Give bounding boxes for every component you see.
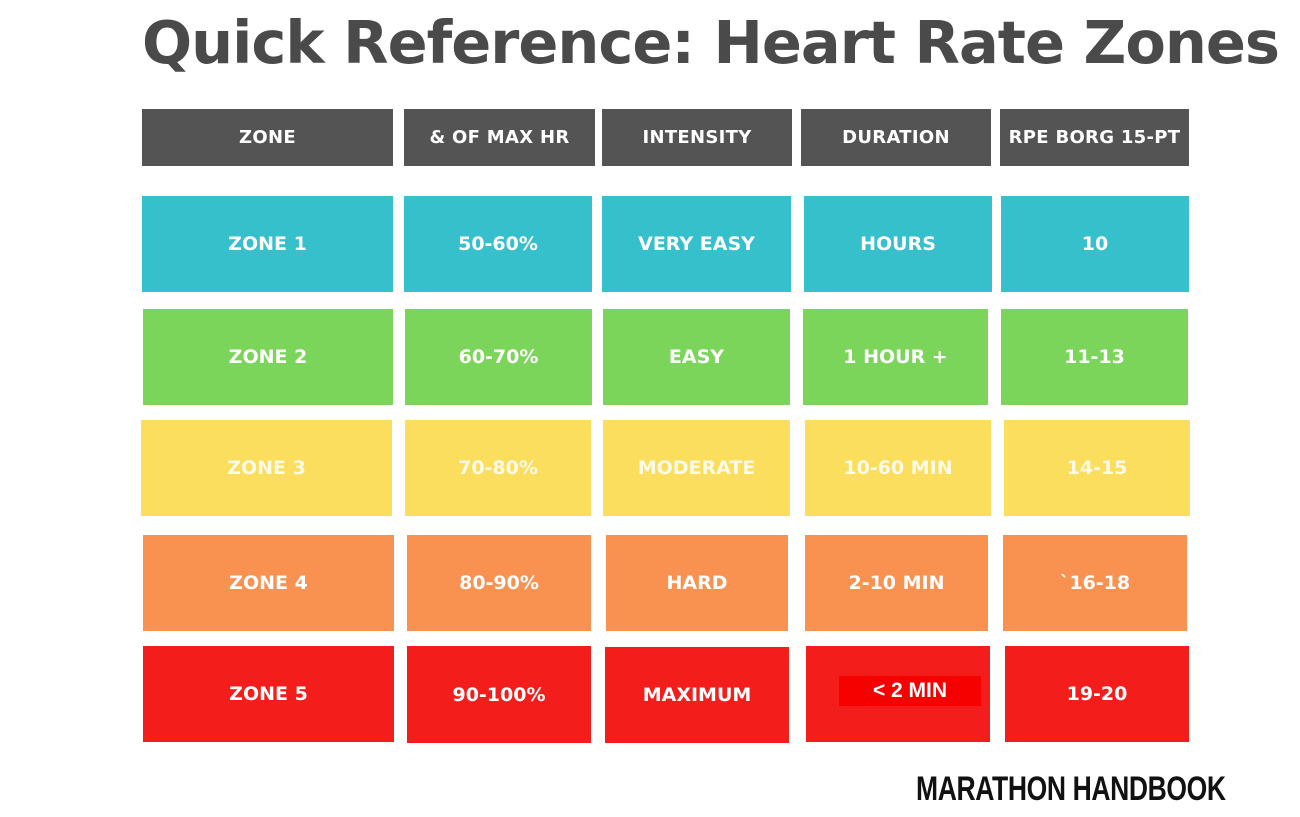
zone-2-name: ZONE 2 <box>143 309 393 405</box>
zone-4-duration: 2-10 MIN <box>805 535 988 631</box>
brand-logo-text: MARATHON HANDBOOK <box>916 769 1226 808</box>
zone-2-rpe: 11-13 <box>1001 309 1188 405</box>
zone-5-name: ZONE 5 <box>143 646 394 742</box>
header-rpe: RPE BORG 15-PT <box>1000 109 1189 166</box>
zone-1-name: ZONE 1 <box>142 196 393 292</box>
page-title: Quick Reference: Heart Rate Zones <box>142 8 1280 77</box>
header-zone: ZONE <box>142 109 393 166</box>
zone-1-duration: HOURS <box>804 196 992 292</box>
zone-5-rpe: 19-20 <box>1005 646 1189 742</box>
zone-4-rpe: `16-18 <box>1003 535 1187 631</box>
zone-4-intensity: HARD <box>606 535 788 631</box>
zone-2-intensity: EASY <box>603 309 790 405</box>
zone-2-max-hr: 60-70% <box>405 309 592 405</box>
zone-3-name: ZONE 3 <box>141 420 392 516</box>
zone-4-name: ZONE 4 <box>143 535 394 631</box>
zone-1-rpe: 10 <box>1001 196 1189 292</box>
zone-3-max-hr: 70-80% <box>405 420 591 516</box>
zone-5-max-hr: 90-100% <box>407 646 591 743</box>
zone-2-duration: 1 HOUR + <box>803 309 988 405</box>
zone-3-rpe: 14-15 <box>1004 420 1190 516</box>
zone-3-intensity: MODERATE <box>603 420 790 516</box>
zone-1-intensity: VERY EASY <box>602 196 791 292</box>
zone-5-duration: < 2 MIN <box>839 676 981 706</box>
zone-5-intensity: MAXIMUM <box>605 647 789 743</box>
header-intensity: INTENSITY <box>602 109 792 166</box>
header-duration: DURATION <box>801 109 991 166</box>
header-max-hr: & OF MAX HR <box>404 109 595 166</box>
zone-3-duration: 10-60 MIN <box>805 420 991 516</box>
zone-1-max-hr: 50-60% <box>404 196 592 292</box>
zone-4-max-hr: 80-90% <box>407 535 591 631</box>
